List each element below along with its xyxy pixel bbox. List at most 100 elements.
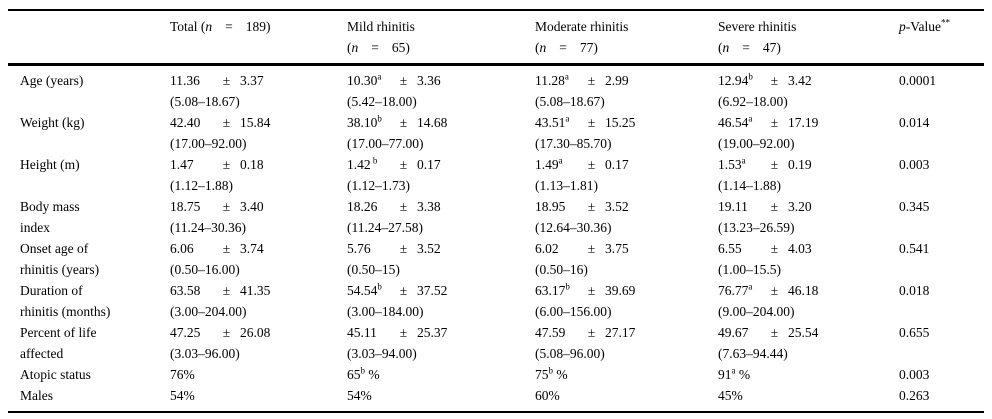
mean-value: 6.02: [535, 241, 559, 256]
sd-value: 3.52: [605, 199, 629, 214]
range-text: (11.24–30.36): [170, 220, 246, 235]
value-cell: 76.77a ±46.18 (9.00–204.00): [718, 280, 899, 322]
value-cell: 54%: [347, 385, 535, 406]
plus-minus-sign: ±: [222, 115, 231, 130]
group-title: Mild rhinitis: [347, 19, 415, 34]
header-empty-cell: [20, 16, 170, 58]
plus-minus-sign: ±: [587, 241, 596, 256]
sd-value: 2.99: [605, 73, 629, 88]
value-cell: 18.75 ±3.40 (11.24–30.36): [170, 196, 347, 238]
plus-minus-sign: ±: [399, 199, 408, 214]
sd-value: 3.40: [240, 199, 264, 214]
sd-value: 15.84: [240, 115, 271, 130]
value-cell: 91a %: [718, 364, 899, 385]
p-value-cell: 0.263: [899, 388, 930, 403]
equals-sign: =: [225, 19, 233, 34]
table-bottom-rule: [8, 411, 984, 413]
mean-value: 54: [170, 388, 184, 403]
significance-superscript: b: [565, 281, 570, 292]
table-row: Height (m) 1.47 ±0.18 (1.12–1.88) 1.42 b ±0.1…: [8, 154, 984, 196]
p-value-cell: 0.541: [899, 241, 930, 256]
column-header: Severe rhinitis (n = 47): [718, 16, 899, 58]
mean-value: 6.06: [170, 241, 194, 256]
plus-minus-sign: ±: [399, 283, 408, 298]
significance-superscript: a: [741, 155, 746, 166]
column-header: Mild rhinitis (n = 65): [347, 16, 535, 58]
mean-value: 54.54: [347, 283, 378, 298]
range-text: (3.00–184.00): [347, 304, 424, 319]
value-cell: 6.02 ±3.75 (0.50–16): [535, 238, 718, 280]
plus-minus-sign: ±: [770, 241, 779, 256]
mean-value: 60: [535, 388, 549, 403]
plus-minus-sign: ±: [399, 115, 408, 130]
range-text: (9.00–204.00): [718, 304, 795, 319]
range-text: (13.23–26.59): [718, 220, 795, 235]
sd-value: 14.68: [417, 115, 448, 130]
p-value-header-text: -Value: [905, 19, 941, 34]
percent-sign: %: [735, 367, 751, 382]
mean-value: 63.17: [535, 283, 566, 298]
value-cell: 43.51a ±15.25 (17.30–85.70): [535, 112, 718, 154]
p-value-cell: 0.014: [899, 115, 930, 130]
mean-value: 11.28: [535, 73, 565, 88]
percent-sign: %: [183, 388, 195, 403]
range-text: (0.50–16.00): [170, 262, 240, 277]
mean-value: 45: [718, 388, 732, 403]
range-text: (17.00–77.00): [347, 136, 424, 151]
range-text: (12.64–30.36): [535, 220, 612, 235]
row-label: Onset age of rhinitis (years): [20, 241, 100, 277]
p-value-cell: 0.345: [899, 199, 930, 214]
row-label: Body mass index: [20, 199, 80, 235]
plus-minus-sign: ±: [770, 283, 779, 298]
n-symbol: n: [539, 40, 547, 55]
percent-sign: %: [731, 388, 743, 403]
column-header: Moderate rhinitis (n = 77): [535, 16, 718, 58]
equals-sign: =: [371, 40, 379, 55]
sd-value: 3.74: [240, 241, 264, 256]
mean-value: 91: [718, 367, 732, 382]
range-text: (1.12–1.73): [347, 178, 410, 193]
value-cell: 5.76 ±3.52 (0.50–15): [347, 238, 535, 280]
mean-value: 19.11: [718, 199, 748, 214]
sd-value: 25.54: [788, 325, 819, 340]
value-cell: 47.59 ±27.17 (5.08–96.00): [535, 322, 718, 364]
value-cell: 1.49a ±0.17 (1.13–1.81): [535, 154, 718, 196]
plus-minus-sign: ±: [222, 325, 231, 340]
mean-value: 46.54: [718, 115, 749, 130]
value-cell: 54%: [170, 385, 347, 406]
significance-superscript: b: [360, 365, 366, 376]
range-text: (19.00–92.00): [718, 136, 795, 151]
plus-minus-sign: ±: [770, 115, 779, 130]
significance-superscript: b: [377, 113, 382, 124]
mean-value: 6.55: [718, 241, 742, 256]
equals-sign: =: [559, 40, 567, 55]
plus-minus-sign: ±: [587, 73, 596, 88]
p-value-cell: 0.655: [899, 325, 930, 340]
range-text: (0.50–15): [347, 262, 400, 277]
mean-value: 11.36: [170, 73, 200, 88]
sd-value: 4.03: [788, 241, 812, 256]
value-cell: 6.06 ±3.74 (0.50–16.00): [170, 238, 347, 280]
sd-value: 37.52: [417, 283, 448, 298]
table-header-rule: [8, 63, 984, 66]
row-label: Age (years): [20, 73, 84, 88]
mean-value: 18.26: [347, 199, 378, 214]
mean-value: 47.25: [170, 325, 201, 340]
percent-sign: %: [360, 388, 372, 403]
significance-superscript: a: [748, 113, 753, 124]
range-text: (1.13–1.81): [535, 178, 598, 193]
mean-value: 45.11: [347, 325, 377, 340]
value-cell: 19.11 ±3.20 (13.23–26.59): [718, 196, 899, 238]
sd-value: 27.17: [605, 325, 636, 340]
range-text: (3.00–204.00): [170, 304, 247, 319]
range-text: (5.08–18.67): [170, 94, 240, 109]
p-value-header-italic: p: [899, 19, 906, 34]
mean-value: 76: [170, 367, 184, 382]
value-cell: 63.17b ±39.69 (6.00–156.00): [535, 280, 718, 322]
p-value-cell: 0.0001: [899, 73, 937, 88]
mean-value: 1.42: [347, 157, 371, 172]
significance-superscript: a: [564, 71, 569, 82]
range-text: (17.00–92.00): [170, 136, 247, 151]
plus-minus-sign: ±: [222, 283, 231, 298]
range-text: (1.14–1.88): [718, 178, 781, 193]
